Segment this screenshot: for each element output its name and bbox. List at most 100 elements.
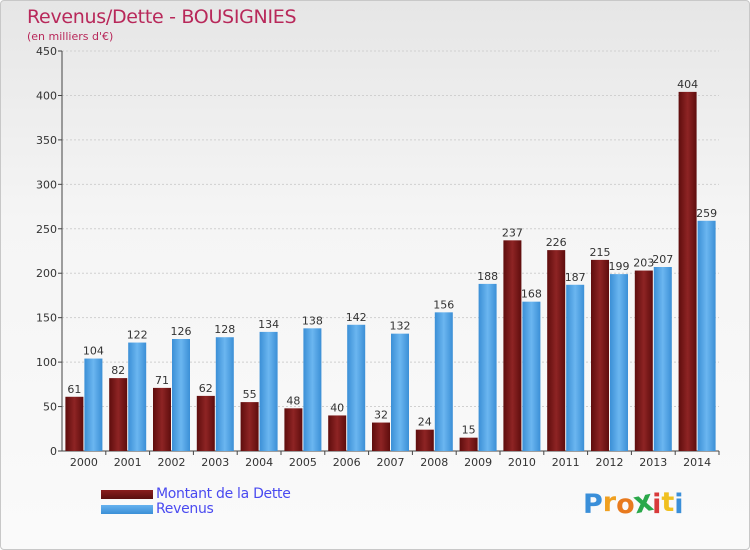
bar-revenue xyxy=(566,284,585,451)
data-label-debt: 24 xyxy=(418,416,432,429)
x-tick-label: 2007 xyxy=(377,456,405,469)
logo-letter: P xyxy=(583,489,603,520)
y-tick-label: 50 xyxy=(43,401,57,414)
bar-debt xyxy=(372,422,390,451)
proxiti-logo: Proxiti xyxy=(583,484,684,521)
data-label-revenue: 199 xyxy=(609,260,630,273)
bar-debt xyxy=(591,259,609,451)
grid-lines xyxy=(62,50,719,452)
bar-revenue xyxy=(697,220,716,451)
bar-revenue xyxy=(391,333,409,451)
data-label-debt: 215 xyxy=(590,246,611,259)
y-tick-label: 200 xyxy=(36,267,57,280)
x-tick-label: 2004 xyxy=(245,456,273,469)
data-label-revenue: 156 xyxy=(433,298,454,311)
bar-revenue xyxy=(128,342,147,451)
bar-debt xyxy=(65,396,84,451)
logo-letter: r xyxy=(602,487,617,518)
x-tick-label: 2000 xyxy=(70,456,98,469)
bar-debt xyxy=(196,395,215,451)
logo-letter: i xyxy=(674,489,684,520)
bar-revenue xyxy=(522,301,541,451)
data-label-debt: 237 xyxy=(502,226,523,239)
x-tick-label: 2014 xyxy=(683,456,711,469)
chart-subtitle: (en milliers d'€) xyxy=(27,30,114,43)
bar-revenue xyxy=(653,267,672,451)
x-tick-label: 2005 xyxy=(289,456,317,469)
x-tick-label: 2002 xyxy=(158,456,186,469)
bar-debt xyxy=(503,240,522,451)
y-tick-label: 100 xyxy=(36,356,57,369)
x-tick-label: 2012 xyxy=(596,456,624,469)
x-tick-label: 2011 xyxy=(552,456,580,469)
logo-letter: i xyxy=(652,489,662,520)
data-label-debt: 82 xyxy=(111,364,125,377)
data-label-revenue: 122 xyxy=(127,329,148,342)
bar-debt xyxy=(284,408,303,451)
y-tick-label: 0 xyxy=(50,445,57,458)
data-label-debt: 61 xyxy=(67,383,81,396)
data-label-revenue: 187 xyxy=(565,271,586,284)
x-tick-label: 2006 xyxy=(333,456,361,469)
x-tick-label: 2013 xyxy=(639,456,667,469)
y-tick-label: 250 xyxy=(36,223,57,236)
bar-revenue xyxy=(347,324,366,451)
y-tick-label: 450 xyxy=(36,45,57,58)
data-label-debt: 226 xyxy=(546,236,567,249)
x-axis-ticks: 2000 2001 2002 2003 2004 2005 2006 2007 2008 2009… xyxy=(70,451,720,469)
x-tick-label: 2009 xyxy=(464,456,492,469)
data-label-revenue: 128 xyxy=(214,323,235,336)
data-label-revenue: 168 xyxy=(521,288,542,301)
bar-revenue xyxy=(478,283,497,451)
data-label-debt: 40 xyxy=(330,401,344,414)
bar-revenue xyxy=(434,312,453,451)
bar-revenue xyxy=(215,337,234,451)
chart-title: Revenus/Dette - BOUSIGNIES xyxy=(27,6,297,28)
bar-revenue xyxy=(172,339,190,451)
bar-debt xyxy=(328,415,347,451)
legend-label-debt: Montant de la Dette xyxy=(156,486,291,502)
data-label-debt: 71 xyxy=(155,374,169,387)
y-tick-label: 300 xyxy=(36,178,57,191)
data-label-revenue: 207 xyxy=(652,253,673,266)
bar-revenue xyxy=(610,274,628,451)
data-label-revenue: 126 xyxy=(171,325,192,338)
data-label-debt: 48 xyxy=(286,394,300,407)
data-label-debt: 404 xyxy=(677,78,698,91)
bar-revenue xyxy=(303,328,322,451)
bar-debt xyxy=(678,91,697,451)
y-axis-ticks: 0 50 100 150 200 250 300 350 400 450 xyxy=(36,45,719,458)
bar-debt xyxy=(240,402,259,451)
bar-debt xyxy=(547,250,566,451)
y-tick-label: 350 xyxy=(36,134,57,147)
bar-debt xyxy=(459,437,478,451)
logo-letter: o xyxy=(616,489,635,520)
bars: 61 104 82 122 71 126 62 128 55 134 48 138 40 142 32 132… xyxy=(65,78,717,451)
bar-revenue xyxy=(84,358,103,451)
y-tick-label: 400 xyxy=(36,89,57,102)
data-label-debt: 15 xyxy=(462,424,476,437)
data-label-debt: 203 xyxy=(633,257,654,270)
x-tick-label: 2008 xyxy=(420,456,448,469)
x-tick-label: 2001 xyxy=(114,456,142,469)
data-label-revenue: 134 xyxy=(258,318,279,331)
x-tick-label: 2010 xyxy=(508,456,536,469)
data-label-revenue: 132 xyxy=(390,320,411,333)
bar-debt xyxy=(415,429,434,451)
y-tick-label: 150 xyxy=(36,312,57,325)
data-label-debt: 62 xyxy=(199,382,213,395)
bar-debt xyxy=(153,387,171,451)
legend-swatch-revenue xyxy=(101,505,153,514)
x-tick-label: 2003 xyxy=(201,456,229,469)
data-label-debt: 32 xyxy=(374,409,388,422)
data-label-revenue: 138 xyxy=(302,314,323,327)
data-label-revenue: 104 xyxy=(83,345,104,358)
bar-debt xyxy=(109,378,128,451)
legend-swatch-debt xyxy=(101,490,153,499)
data-label-revenue: 188 xyxy=(477,270,498,283)
data-label-revenue: 259 xyxy=(696,207,717,220)
data-label-revenue: 142 xyxy=(346,311,367,324)
legend-label-revenue: Revenus xyxy=(156,501,214,517)
